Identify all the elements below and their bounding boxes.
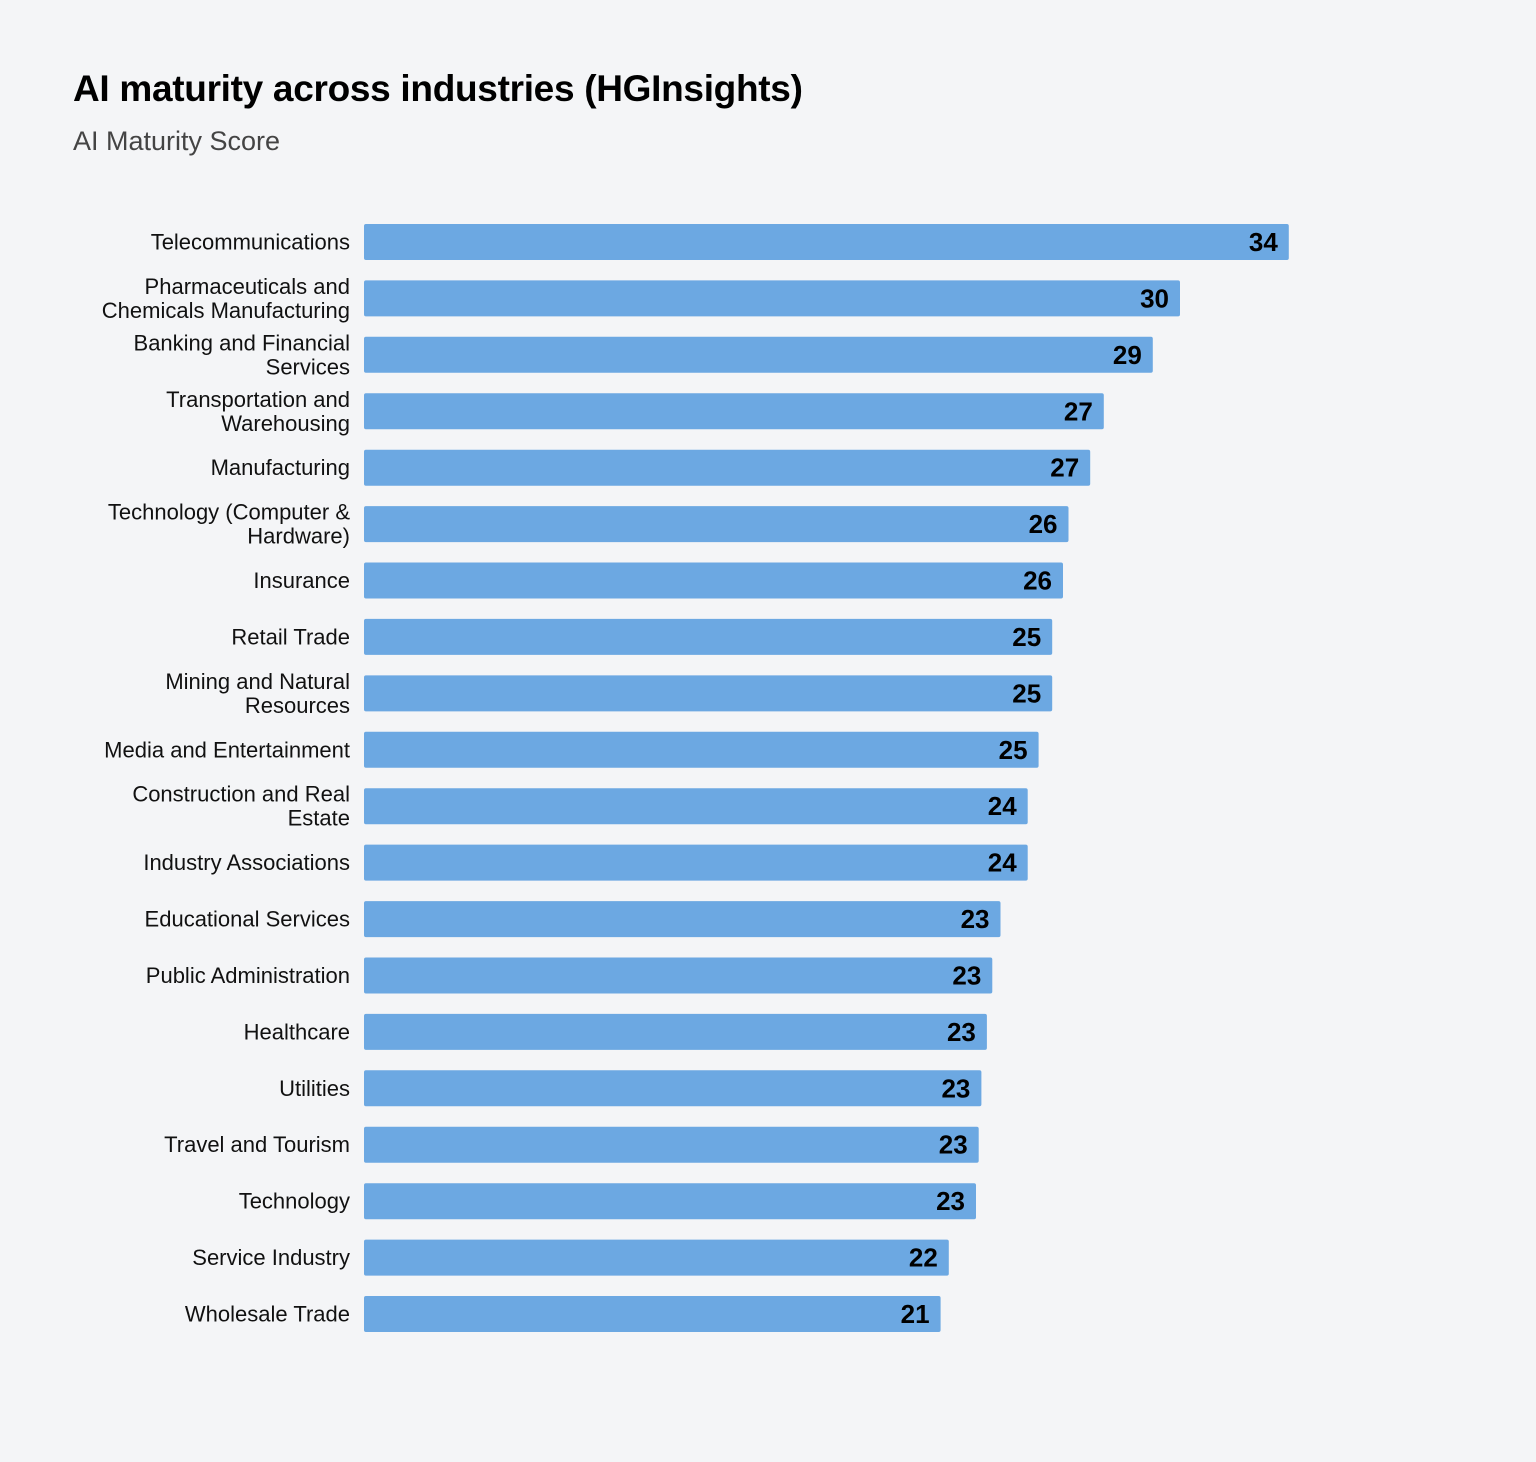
category-label: Telecommunications — [151, 230, 350, 255]
bar — [364, 618, 1053, 655]
bars-layer — [364, 224, 1289, 1332]
category-label: Utilities — [279, 1076, 350, 1101]
bar — [364, 731, 1039, 768]
category-label: Retail Trade — [231, 624, 350, 649]
bar-value-label: 29 — [1113, 340, 1142, 370]
chart-title: AI maturity across industries (HGInsight… — [73, 68, 803, 109]
category-label: Chemicals Manufacturing — [102, 298, 350, 323]
category-label: Media and Entertainment — [104, 737, 350, 762]
bar-value-label: 22 — [909, 1243, 938, 1273]
bar — [364, 280, 1180, 317]
bar — [364, 1126, 979, 1163]
category-label: Insurance — [253, 568, 350, 593]
category-label: Manufacturing — [211, 455, 350, 480]
bar — [364, 844, 1028, 881]
category-label: Technology — [239, 1189, 350, 1214]
bar-value-label: 25 — [999, 735, 1028, 765]
bar — [364, 1239, 949, 1276]
category-label: Services — [266, 354, 350, 379]
bar — [364, 336, 1153, 373]
bar — [364, 224, 1289, 260]
bar-value-label: 23 — [952, 961, 981, 991]
bar-value-label: 34 — [1249, 227, 1278, 257]
bar-value-label: 23 — [961, 904, 990, 934]
bar-value-label: 23 — [941, 1073, 970, 1103]
category-label: Educational Services — [145, 907, 350, 932]
category-label: Industry Associations — [143, 850, 350, 875]
bar — [364, 1070, 982, 1107]
bar — [364, 393, 1104, 430]
bar-value-label: 23 — [939, 1130, 968, 1160]
bar — [364, 1183, 976, 1220]
category-label: Service Industry — [192, 1245, 350, 1270]
labels-layer: 34 Telecommunications 30 Pharmaceuticals an… — [102, 227, 1279, 1329]
category-label: Wholesale Trade — [185, 1302, 350, 1327]
bar-value-label: 24 — [988, 848, 1017, 878]
category-label: Construction and Real — [132, 782, 350, 807]
bar-value-label: 24 — [988, 791, 1017, 821]
category-label: Pharmaceuticals and — [145, 274, 350, 299]
bar — [364, 788, 1028, 825]
bar — [364, 449, 1091, 486]
bar — [364, 1296, 941, 1332]
category-label: Travel and Tourism — [164, 1132, 350, 1157]
category-label: Resources — [245, 693, 350, 718]
bar — [364, 506, 1069, 543]
category-label: Warehousing — [221, 411, 350, 436]
category-label: Estate — [288, 806, 350, 831]
category-label: Banking and Financial — [134, 330, 350, 355]
bar-value-label: 21 — [901, 1299, 930, 1329]
bar-value-label: 23 — [936, 1186, 965, 1216]
bar-value-label: 25 — [1012, 678, 1041, 708]
bar-value-label: 26 — [1023, 566, 1052, 596]
bar — [364, 1013, 987, 1050]
category-label: Transportation and — [166, 387, 350, 412]
bar-value-label: 27 — [1064, 396, 1093, 426]
bar — [364, 957, 993, 994]
category-label: Mining and Natural — [165, 669, 350, 694]
category-label: Healthcare — [244, 1019, 350, 1044]
bar-value-label: 26 — [1029, 509, 1058, 539]
bar — [364, 562, 1063, 599]
category-label: Technology (Computer & — [108, 500, 350, 525]
bar — [364, 901, 1001, 938]
bar — [364, 675, 1053, 712]
bar-value-label: 25 — [1012, 622, 1041, 652]
category-label: Public Administration — [146, 963, 350, 988]
bar-value-label: 23 — [947, 1017, 976, 1047]
category-label: Hardware) — [247, 524, 350, 549]
bar-value-label: 27 — [1050, 453, 1079, 483]
chart-subtitle: AI Maturity Score — [73, 126, 281, 156]
bar-value-label: 30 — [1140, 283, 1169, 313]
